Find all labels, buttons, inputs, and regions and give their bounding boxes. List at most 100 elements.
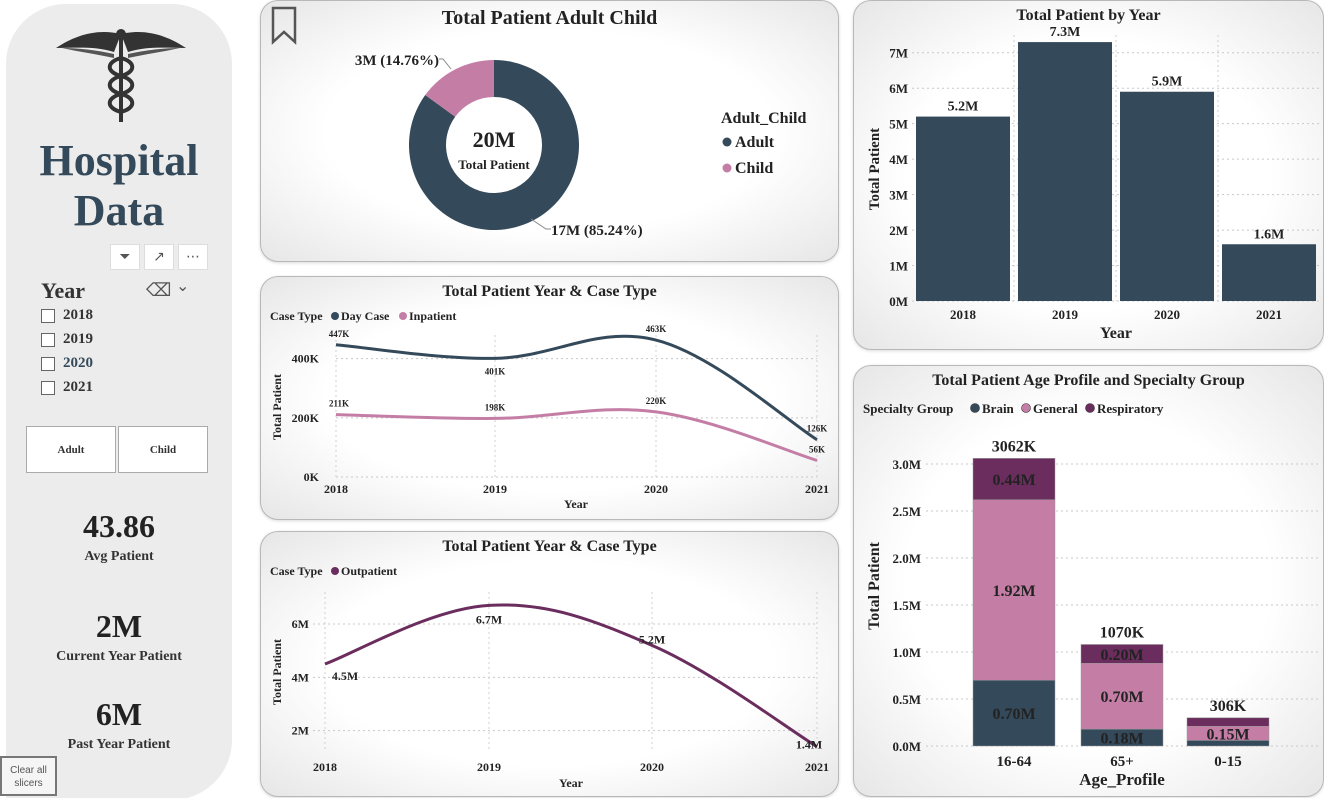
legend-marker [331,567,339,575]
avg-patient-label: Avg Patient [84,549,154,564]
data-label: 211K [329,399,349,409]
donut-card: Total Patient Adult Child 17M (85.24%) 3M… [260,0,839,262]
year-option-2018[interactable]: 2018 [41,307,93,324]
child-slice-label: 3M (14.76%) [355,53,439,69]
checkbox[interactable] [41,308,55,323]
donut-slice-child [425,60,494,117]
y-tick-label: 0.5M [892,692,921,707]
legend-label-brain: Brain [982,401,1015,416]
clear-line-1: Clear all [10,765,47,776]
chevron-down-icon[interactable]: ⌄ [176,276,190,295]
x-tick-label: 2019 [483,482,507,496]
legend-label-child: Child [735,160,773,177]
segment-value-label: 0.44M [992,472,1035,489]
legend-marker [399,312,407,320]
bookmark-icon[interactable] [271,6,297,46]
year-option-2020[interactable]: 2020 [41,355,93,372]
current-year-label: Current Year Patient [56,649,182,664]
outpatient-card: Total Patient Year & Case Type Case Type… [260,531,839,797]
year-option-2021[interactable]: 2021 [41,379,93,396]
bar-value-label: 5.2M [948,100,979,115]
data-label: 220K [646,396,667,406]
bar-2018 [916,116,1010,301]
x-tick-label: 65+ [1110,754,1134,770]
year-option-label: 2019 [63,331,93,347]
x-axis-title: Year [564,497,589,511]
year-option-label: 2020 [63,355,93,371]
x-tick-label: 2020 [640,760,664,774]
segment-value-label: 0.70M [992,706,1035,723]
year-option-2019[interactable]: 2019 [41,331,93,348]
x-tick-label: 2020 [644,482,668,496]
bar-2019 [1018,42,1112,302]
y-tick-label: 4M [292,670,309,684]
y-tick-label: 2M [889,223,908,238]
page-title: Hospital Data [6,136,232,236]
y-axis-title: Total Patient [867,128,883,210]
data-label: 401K [485,366,506,376]
focus-mode-icon[interactable]: ↗ [144,244,174,270]
donut-chart: 17M (85.24%) 3M (14.76%) 20M Total Patient A… [355,53,807,239]
bar-segment-respiratory [1080,644,1164,664]
sidebar: Hospital Data ⏷ ↗ ⋯ Year ⌫ ⌄ 2018 2019 2… [6,4,232,798]
series-line-outpatient [324,603,818,748]
y-tick-label: 6M [889,81,908,96]
child-button[interactable]: Child [118,426,208,473]
legend-title: Specialty Group [863,401,953,416]
legend-label-respiratory: Respiratory [1097,401,1164,416]
x-axis-title: Age_Profile [1079,770,1165,789]
y-tick-label: 0.0M [892,739,921,754]
data-label: 4.5M [332,669,358,683]
x-tick-label: 2018 [324,482,348,496]
filter-icon[interactable]: ⏷ [110,244,140,270]
adult-button[interactable]: Adult [26,426,116,473]
child-leader-line [439,58,452,70]
x-tick-label: 2018 [313,760,337,774]
outpatient-line-chart: Case Type Outpatient 2M 4M 6M 2018 2019 2020 202… [270,564,829,790]
checkbox[interactable] [41,332,55,347]
eraser-icon[interactable]: ⌫ [146,280,172,301]
checkbox[interactable] [41,356,55,371]
clear-all-slicers-button[interactable]: Clear all slicers [0,756,57,796]
year-slicer-title: Year [41,278,85,303]
x-tick-label: 2020 [1154,307,1180,322]
age-stack-chart: Specialty Group Brain General Respiratory 0.… [863,401,1320,789]
bar-value-label: 5.9M [1152,75,1183,90]
caduceus-logo-icon [56,29,186,122]
donut-center-value: 20M [473,127,516,152]
series-line-inpatient [335,408,818,462]
bar-segment-general [1080,663,1164,730]
clear-line-2: slicers [14,778,43,789]
segment-value-label: 0.20M [1100,647,1143,664]
donut-legend-title: Adult_Child [721,110,806,127]
checkbox[interactable] [41,380,55,395]
donut-title: Total Patient Adult Child [441,7,658,29]
y-tick-label: 2.0M [892,551,921,566]
legend-marker-brain [970,403,980,413]
year-bar-chart: 0M 1M 2M 3M 4M 5M 6M 7M 5.2M 2018 7.3M 2019 5.9M 2020… [867,25,1320,342]
more-options-icon[interactable]: ⋯ [178,244,208,270]
bar-segment-general [972,499,1056,681]
legend-label-general: General [1033,401,1078,416]
bar-value-label: 7.3M [1050,25,1081,40]
x-axis-title: Year [1100,325,1132,342]
past-year-label: Past Year Patient [67,737,171,752]
data-label: 1.4M [796,738,822,752]
current-year-value: 2M [95,608,143,644]
data-label: 126K [807,424,828,434]
bar-segment-brain [972,679,1056,747]
donut-slice-adult [409,60,579,230]
data-label: 5.2M [639,632,665,646]
adult-leader-line [530,218,551,230]
stack-total-label: 3062K [992,438,1037,455]
year-bar-card: Total Patient by Year 0M 1M 2M 3M 4M 5M 6M 7M 5.… [853,0,1324,350]
x-axis-title: Year [559,776,584,790]
legend-marker-adult [722,137,732,147]
y-tick-label: 2.5M [892,504,921,519]
legend-label: Outpatient [341,564,397,578]
segment-value-label: 1.92M [992,583,1035,600]
y-axis-title: Total Patient [866,541,883,630]
x-tick-label: 0-15 [1214,754,1242,770]
y-tick-label: 5M [889,117,908,132]
case-line-card: Total Patient Year & Case Type Case Type… [260,276,839,520]
